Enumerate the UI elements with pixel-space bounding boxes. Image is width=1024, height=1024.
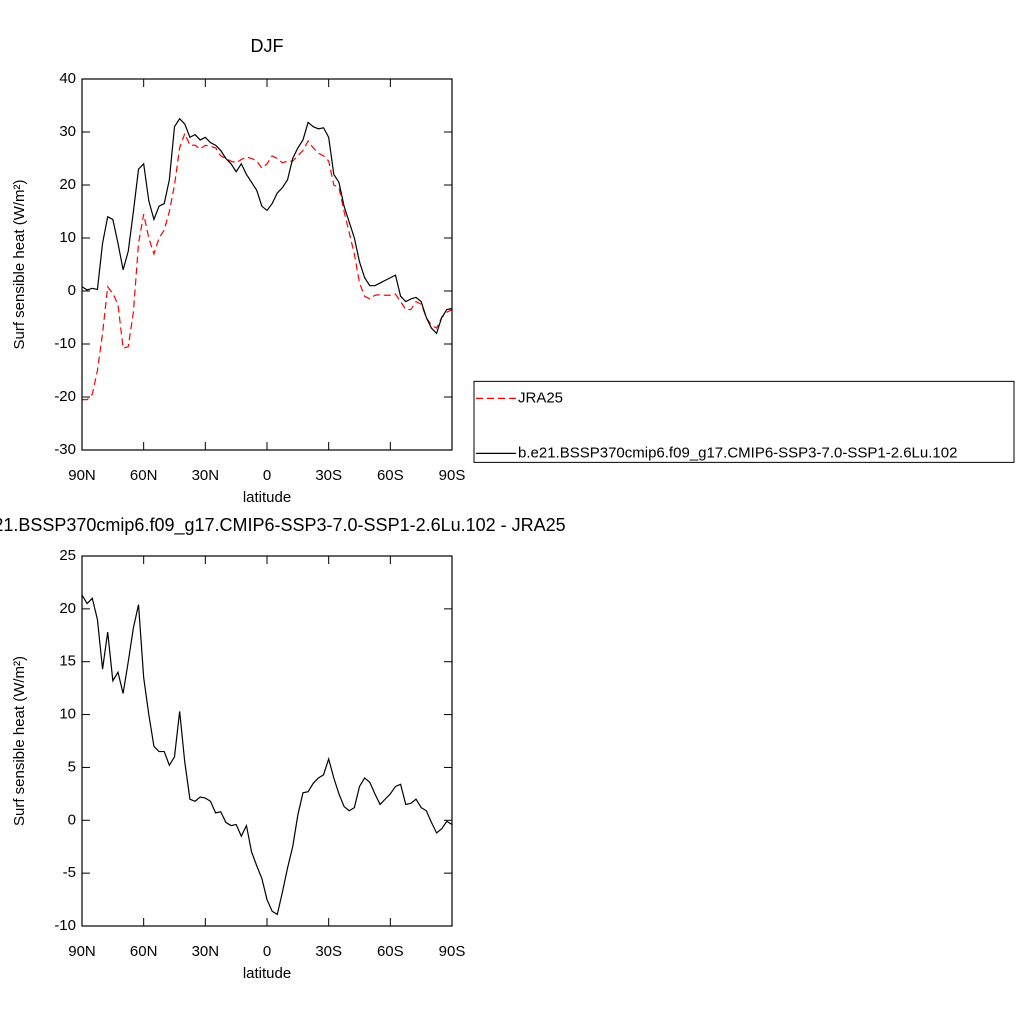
x-tick-label: 60N xyxy=(130,467,158,484)
y-axis-label: Surf sensible heat (W/m²) xyxy=(11,656,28,826)
y-tick-label: -10 xyxy=(54,917,76,934)
y-tick-label: 0 xyxy=(68,811,76,828)
x-tick-label: 90N xyxy=(68,467,96,484)
y-tick-label: 40 xyxy=(59,70,76,87)
y-tick-label: -30 xyxy=(54,441,76,458)
legend-label: b.e21.BSSP370cmip6.f09_g17.CMIP6-SSP3-7.… xyxy=(518,444,957,461)
x-tick-label: 30S xyxy=(315,467,342,484)
y-tick-label: 0 xyxy=(68,282,76,299)
y-tick-label: 30 xyxy=(59,123,76,140)
x-tick-label: 30S xyxy=(315,943,342,960)
y-tick-label: 20 xyxy=(59,176,76,193)
y-tick-label: -20 xyxy=(54,388,76,405)
x-axis-label: latitude xyxy=(243,965,291,982)
y-tick-label: 15 xyxy=(59,653,76,670)
y-tick-label: 10 xyxy=(59,706,76,723)
y-tick-label: 5 xyxy=(68,758,76,775)
x-tick-label: 90N xyxy=(68,943,96,960)
plot-frame xyxy=(81,555,453,927)
y-tick-label: 10 xyxy=(59,229,76,246)
y-tick-label: -5 xyxy=(63,864,76,881)
x-tick-label: 90S xyxy=(439,467,466,484)
y-tick-label: 25 xyxy=(59,547,76,564)
y-tick-label: 20 xyxy=(59,600,76,617)
x-axis-label: latitude xyxy=(243,489,291,506)
data-line xyxy=(81,594,453,916)
x-tick-label: 30N xyxy=(192,943,220,960)
x-tick-label: 90S xyxy=(439,943,466,960)
y-tick-label: -10 xyxy=(54,335,76,352)
x-tick-label: 0 xyxy=(263,943,271,960)
x-tick-label: 60S xyxy=(377,943,404,960)
x-tick-label: 30N xyxy=(192,467,220,484)
plot-frame xyxy=(81,78,453,451)
chart-title: DJF xyxy=(251,36,284,56)
x-tick-label: 60S xyxy=(377,467,404,484)
y-axis-label: Surf sensible heat (W/m²) xyxy=(11,179,28,349)
chart-title: b.e21.BSSP370cmip6.f09_g17.CMIP6-SSP3-7.… xyxy=(0,515,566,536)
legend-label: JRA25 xyxy=(518,389,563,406)
x-tick-label: 0 xyxy=(263,467,271,484)
data-line xyxy=(82,131,453,401)
x-tick-label: 60N xyxy=(130,943,158,960)
data-line xyxy=(81,117,453,335)
legend-box xyxy=(473,380,1015,463)
